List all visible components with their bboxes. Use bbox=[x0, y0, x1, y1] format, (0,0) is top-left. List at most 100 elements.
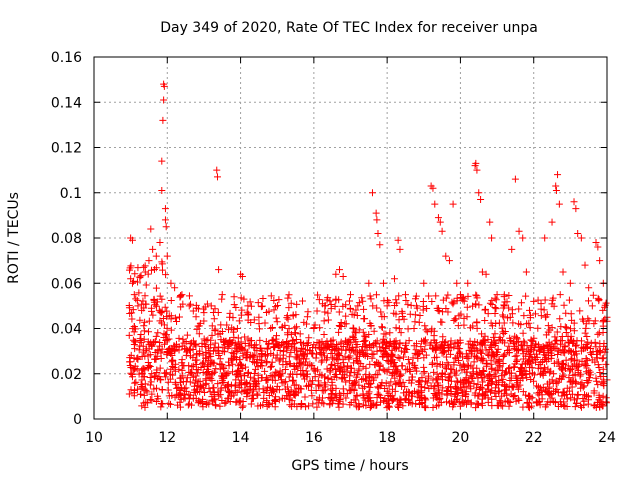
data-point bbox=[131, 270, 139, 278]
data-point bbox=[163, 252, 171, 260]
data-point bbox=[453, 279, 461, 287]
data-point bbox=[274, 301, 282, 309]
data-point bbox=[351, 381, 359, 389]
data-point bbox=[264, 344, 272, 352]
data-point bbox=[420, 354, 428, 362]
data-point bbox=[210, 396, 218, 404]
data-point bbox=[256, 336, 264, 344]
data-point bbox=[284, 383, 292, 391]
data-point bbox=[477, 356, 485, 364]
data-point bbox=[500, 301, 508, 309]
data-point bbox=[383, 340, 391, 348]
data-point bbox=[286, 391, 294, 399]
data-point bbox=[446, 373, 454, 381]
data-point bbox=[463, 303, 471, 311]
data-point bbox=[290, 400, 298, 408]
data-point bbox=[250, 316, 258, 324]
data-point bbox=[416, 311, 424, 319]
data-point bbox=[239, 352, 247, 360]
data-point bbox=[474, 400, 482, 408]
data-point bbox=[376, 391, 384, 399]
data-point bbox=[275, 396, 283, 404]
data-point bbox=[332, 384, 340, 392]
data-point bbox=[584, 338, 592, 346]
data-point bbox=[177, 303, 185, 311]
data-point bbox=[484, 336, 492, 344]
data-point bbox=[208, 322, 216, 330]
data-point bbox=[493, 291, 501, 299]
data-point bbox=[322, 356, 330, 364]
data-point bbox=[303, 313, 311, 321]
data-point bbox=[557, 323, 565, 331]
data-point bbox=[384, 399, 392, 407]
data-point bbox=[303, 350, 311, 358]
data-point bbox=[156, 338, 164, 346]
data-point bbox=[324, 342, 332, 350]
data-point bbox=[136, 337, 144, 345]
data-point bbox=[399, 402, 407, 410]
data-point bbox=[599, 392, 607, 400]
data-point bbox=[237, 361, 245, 369]
data-point bbox=[132, 295, 140, 303]
data-point bbox=[140, 327, 148, 335]
data-point bbox=[410, 325, 418, 333]
data-point bbox=[575, 362, 583, 370]
data-point bbox=[367, 322, 375, 330]
data-point bbox=[125, 331, 133, 339]
data-point bbox=[292, 336, 300, 344]
data-point bbox=[466, 382, 474, 390]
data-point bbox=[229, 350, 237, 358]
data-point bbox=[346, 352, 354, 360]
data-point bbox=[596, 257, 604, 265]
data-point bbox=[127, 275, 135, 283]
data-point bbox=[452, 354, 460, 362]
data-point bbox=[483, 360, 491, 368]
data-point bbox=[150, 265, 158, 273]
data-point bbox=[491, 304, 499, 312]
data-point bbox=[445, 383, 453, 391]
data-point bbox=[537, 300, 545, 308]
data-point bbox=[390, 275, 398, 283]
data-point bbox=[283, 344, 291, 352]
data-point bbox=[492, 305, 500, 313]
data-point bbox=[180, 339, 188, 347]
data-point bbox=[296, 347, 304, 355]
data-point bbox=[173, 384, 181, 392]
data-point bbox=[144, 328, 152, 336]
data-point bbox=[524, 392, 532, 400]
data-point bbox=[229, 338, 237, 346]
data-point bbox=[268, 336, 276, 344]
data-point bbox=[145, 340, 153, 348]
data-point bbox=[491, 309, 499, 317]
data-point bbox=[221, 399, 229, 407]
data-point bbox=[356, 349, 364, 357]
data-point bbox=[392, 296, 400, 304]
data-point bbox=[489, 340, 497, 348]
data-point bbox=[151, 372, 159, 380]
data-point bbox=[289, 336, 297, 344]
data-point bbox=[560, 402, 568, 410]
data-point bbox=[140, 335, 148, 343]
data-point bbox=[346, 305, 354, 313]
data-point bbox=[317, 350, 325, 358]
data-point bbox=[568, 355, 576, 363]
data-point bbox=[158, 295, 166, 303]
data-point bbox=[511, 392, 519, 400]
data-point bbox=[271, 376, 279, 384]
data-point bbox=[387, 378, 395, 386]
data-point bbox=[175, 346, 183, 354]
data-point bbox=[267, 362, 275, 370]
data-point bbox=[352, 306, 360, 314]
data-point bbox=[171, 284, 179, 292]
x-tick-label: 22 bbox=[525, 430, 543, 446]
data-point bbox=[602, 398, 610, 406]
data-point bbox=[377, 398, 385, 406]
data-point bbox=[140, 263, 148, 271]
data-point bbox=[343, 390, 351, 398]
data-point bbox=[183, 374, 191, 382]
data-point bbox=[144, 399, 152, 407]
x-tick-label: 10 bbox=[85, 430, 103, 446]
data-point bbox=[563, 395, 571, 403]
data-point bbox=[452, 383, 460, 391]
data-point bbox=[125, 304, 133, 312]
